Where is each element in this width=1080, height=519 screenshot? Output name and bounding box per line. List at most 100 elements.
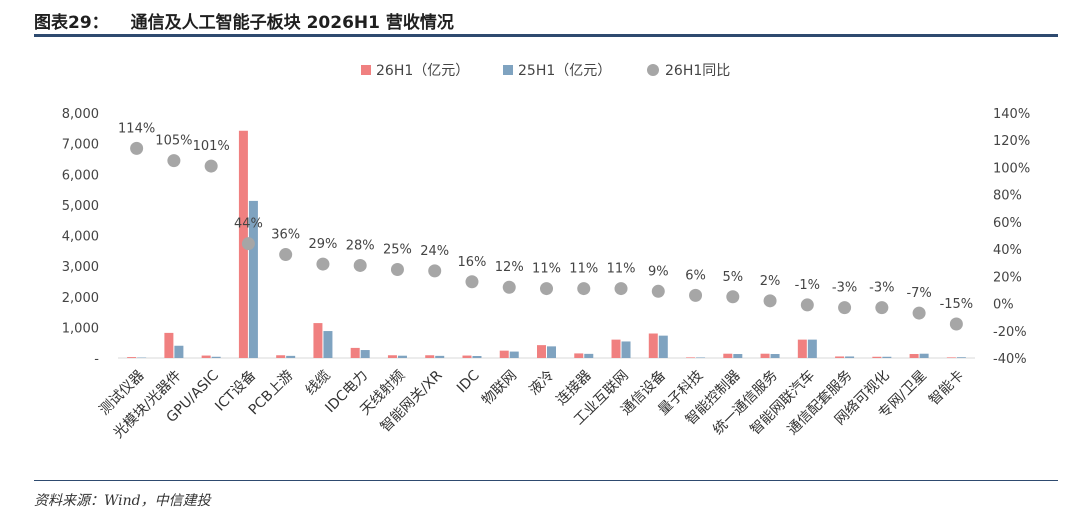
bar-26h1	[909, 354, 919, 358]
data-label-yoy: 11%	[569, 262, 598, 277]
bottom-rule	[34, 480, 1058, 481]
data-label-yoy: 114%	[118, 121, 155, 136]
bar-25h1	[696, 357, 706, 358]
data-label-yoy: -3%	[869, 281, 894, 296]
legend-swatch-26h1	[361, 65, 371, 75]
y-left-tick-label: 7,000	[62, 138, 99, 153]
source-note: 资料来源：Wind，中信建投	[34, 493, 211, 509]
point-yoy	[241, 237, 255, 251]
point-yoy	[875, 301, 889, 315]
data-label-yoy: 105%	[155, 134, 192, 149]
bar-25h1	[286, 355, 296, 358]
x-category-label: 智能网联汽车	[747, 367, 818, 438]
y-right-tick-label: 40%	[993, 243, 1022, 258]
x-category-label: 线缆	[303, 368, 334, 399]
data-label-yoy: -7%	[906, 286, 931, 301]
bar-25h1	[248, 200, 258, 358]
bar-26h1	[723, 353, 733, 358]
point-yoy	[577, 282, 591, 296]
bar-26h1	[425, 355, 435, 358]
point-yoy	[428, 264, 442, 278]
bar-26h1	[760, 353, 770, 358]
y-right-tick-label: 60%	[993, 216, 1022, 231]
point-yoy	[316, 257, 330, 271]
data-label-yoy: 24%	[420, 244, 449, 259]
x-category-label: 液冷	[526, 368, 557, 399]
y-right-tick-label: -40%	[993, 352, 1027, 367]
point-yoy	[763, 294, 777, 308]
data-label-yoy: 36%	[271, 228, 300, 243]
point-yoy	[540, 282, 553, 296]
legend-swatch-25h1	[503, 65, 513, 75]
bar-26h1	[648, 333, 658, 358]
point-yoy	[390, 263, 404, 277]
legend-label-yoy: 26H1同比	[665, 63, 730, 79]
y-left-tick-label: 3,000	[62, 260, 99, 275]
bar-26h1	[276, 355, 286, 358]
top-rule	[34, 34, 1058, 37]
bar-26h1	[835, 356, 845, 358]
bar-26h1	[313, 323, 323, 358]
point-yoy	[689, 288, 703, 302]
y-left-tick-label: 1,000	[62, 321, 99, 336]
bar-25h1	[397, 355, 407, 358]
legend-label-26h1: 26H1（亿元）	[376, 63, 469, 79]
legend: 26H1（亿元） 25H1（亿元） 26H1同比	[361, 63, 730, 79]
chart-title: 通信及人工智能子板块 2026H1 营收情况	[130, 13, 454, 33]
bar-25h1	[323, 331, 333, 358]
data-label-yoy: 29%	[308, 237, 337, 252]
y-right-tick-label: 80%	[993, 189, 1022, 204]
data-label-yoy: 28%	[346, 238, 375, 253]
bar-25h1	[360, 350, 370, 358]
data-label-yoy: 25%	[383, 243, 412, 258]
point-yoy	[838, 301, 852, 315]
bar-26h1	[611, 339, 621, 358]
bar-26h1	[946, 357, 956, 358]
bar-26h1	[201, 355, 211, 358]
point-yoy	[502, 280, 516, 294]
y-left-tick-label: 2,000	[62, 291, 99, 306]
y-left-tick-label: 6,000	[62, 168, 99, 183]
point-yoy	[651, 284, 665, 298]
bar-25h1	[621, 341, 631, 358]
bar-25h1	[584, 353, 594, 358]
data-label-yoy: 9%	[648, 264, 669, 279]
point-yoy	[353, 258, 367, 272]
data-label-yoy: 44%	[234, 217, 263, 232]
bar-26h1	[387, 355, 397, 358]
bar-25h1	[509, 351, 519, 358]
bar-26h1	[872, 356, 882, 358]
bar-25h1	[845, 356, 855, 358]
point-yoy	[130, 141, 144, 155]
bar-25h1	[807, 339, 817, 358]
bar-26h1	[797, 339, 807, 358]
y-left-tick-label: 5,000	[62, 199, 99, 214]
x-category-label: IDC	[454, 367, 483, 396]
data-label-yoy: 6%	[685, 268, 706, 283]
bar-25h1	[211, 356, 221, 358]
x-category-label: 智能卡	[926, 368, 967, 409]
point-yoy	[726, 290, 740, 304]
legend-label-25h1: 25H1（亿元）	[518, 63, 611, 79]
figure-title: 图表29： 通信及人工智能子板块 2026H1 营收情况	[34, 8, 454, 33]
bar-25h1	[956, 357, 966, 358]
y-left-tick-label: -	[94, 352, 99, 367]
legend-marker-yoy	[647, 64, 659, 76]
y-right-tick-label: 0%	[993, 298, 1014, 313]
bar-26h1	[127, 357, 137, 358]
y-right-tick-label: 100%	[993, 161, 1030, 176]
data-label-yoy: 12%	[495, 260, 524, 275]
data-label-yoy: 101%	[193, 139, 230, 154]
data-label-yoy: 11%	[532, 262, 561, 277]
data-label-yoy: -1%	[795, 278, 820, 293]
bar-26h1	[686, 357, 696, 358]
y-left-tick-label: 4,000	[62, 230, 99, 245]
y-left-tick-label: 8,000	[62, 107, 99, 122]
bar-26h1	[350, 347, 360, 358]
y-right-tick-label: 140%	[993, 107, 1030, 122]
data-label-yoy: -15%	[940, 297, 974, 312]
bar-25h1	[547, 346, 556, 358]
y-right-tick-label: 20%	[993, 270, 1022, 285]
point-yoy	[279, 248, 293, 262]
